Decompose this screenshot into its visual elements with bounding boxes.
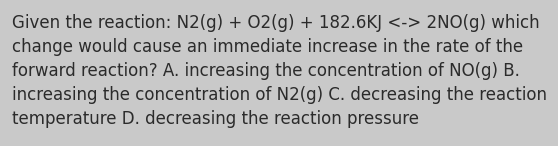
Text: temperature D. decreasing the reaction pressure: temperature D. decreasing the reaction p… xyxy=(12,110,419,128)
Text: forward reaction? A. increasing the concentration of NO(g) B.: forward reaction? A. increasing the conc… xyxy=(12,62,520,80)
Text: increasing the concentration of N2(g) C. decreasing the reaction: increasing the concentration of N2(g) C.… xyxy=(12,86,547,104)
Text: change would cause an immediate increase in the rate of the: change would cause an immediate increase… xyxy=(12,38,523,56)
Text: Given the reaction: N2(g) + O2(g) + 182.6KJ <-> 2NO(g) which: Given the reaction: N2(g) + O2(g) + 182.… xyxy=(12,14,540,32)
